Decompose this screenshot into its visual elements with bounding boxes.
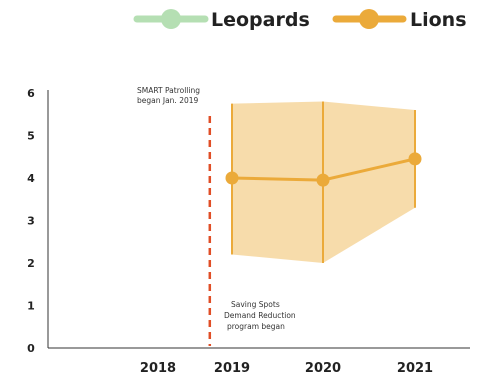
annotation-line-1: Saving Spots	[231, 300, 280, 309]
y-tick-label: 3	[27, 215, 35, 228]
annotation-line-2: Demand Reduction	[224, 311, 296, 320]
legend-item-lions: Lions	[332, 9, 467, 31]
data-point-lions-2019	[225, 171, 239, 185]
y-tick-label: 6	[27, 87, 35, 100]
legend-label-lions: Lions	[410, 9, 467, 31]
legend-swatch-marker-leopards	[161, 9, 181, 29]
x-tick-label: 2018	[140, 361, 176, 376]
x-tick-label: 2020	[305, 361, 341, 376]
data-points	[225, 152, 422, 187]
y-tick-label: 0	[27, 342, 35, 355]
x-tick-label: 2021	[397, 361, 433, 376]
axes	[47, 90, 470, 349]
y-axis-ticks: 0 1 2 3 4 5 6	[27, 87, 35, 355]
x-axis-ticks: 2018 2019 2020 2021	[140, 361, 433, 376]
legend-label-leopards: Leopards	[211, 9, 310, 31]
annotation-line-2: began Jan. 2019	[137, 96, 199, 105]
annotation-saving-spots: Saving Spots Demand Reduction program be…	[224, 300, 296, 331]
annotation-smart-patrolling: SMART Patrolling began Jan. 2019	[137, 86, 200, 105]
annotation-line-3: program began	[227, 322, 285, 331]
legend-item-leopards: Leopards	[133, 9, 310, 31]
legend: Leopards Lions	[133, 9, 467, 31]
x-tick-label: 2019	[214, 361, 250, 376]
y-tick-label: 4	[27, 172, 35, 185]
legend-swatch-marker-lions	[359, 9, 379, 29]
y-tick-label: 1	[27, 300, 35, 313]
data-point-lions-2021	[408, 152, 422, 166]
annotation-line-1: SMART Patrolling	[137, 86, 200, 95]
y-tick-label: 5	[27, 130, 35, 143]
data-point-lions-2020	[316, 173, 330, 187]
y-tick-label: 2	[27, 257, 35, 270]
